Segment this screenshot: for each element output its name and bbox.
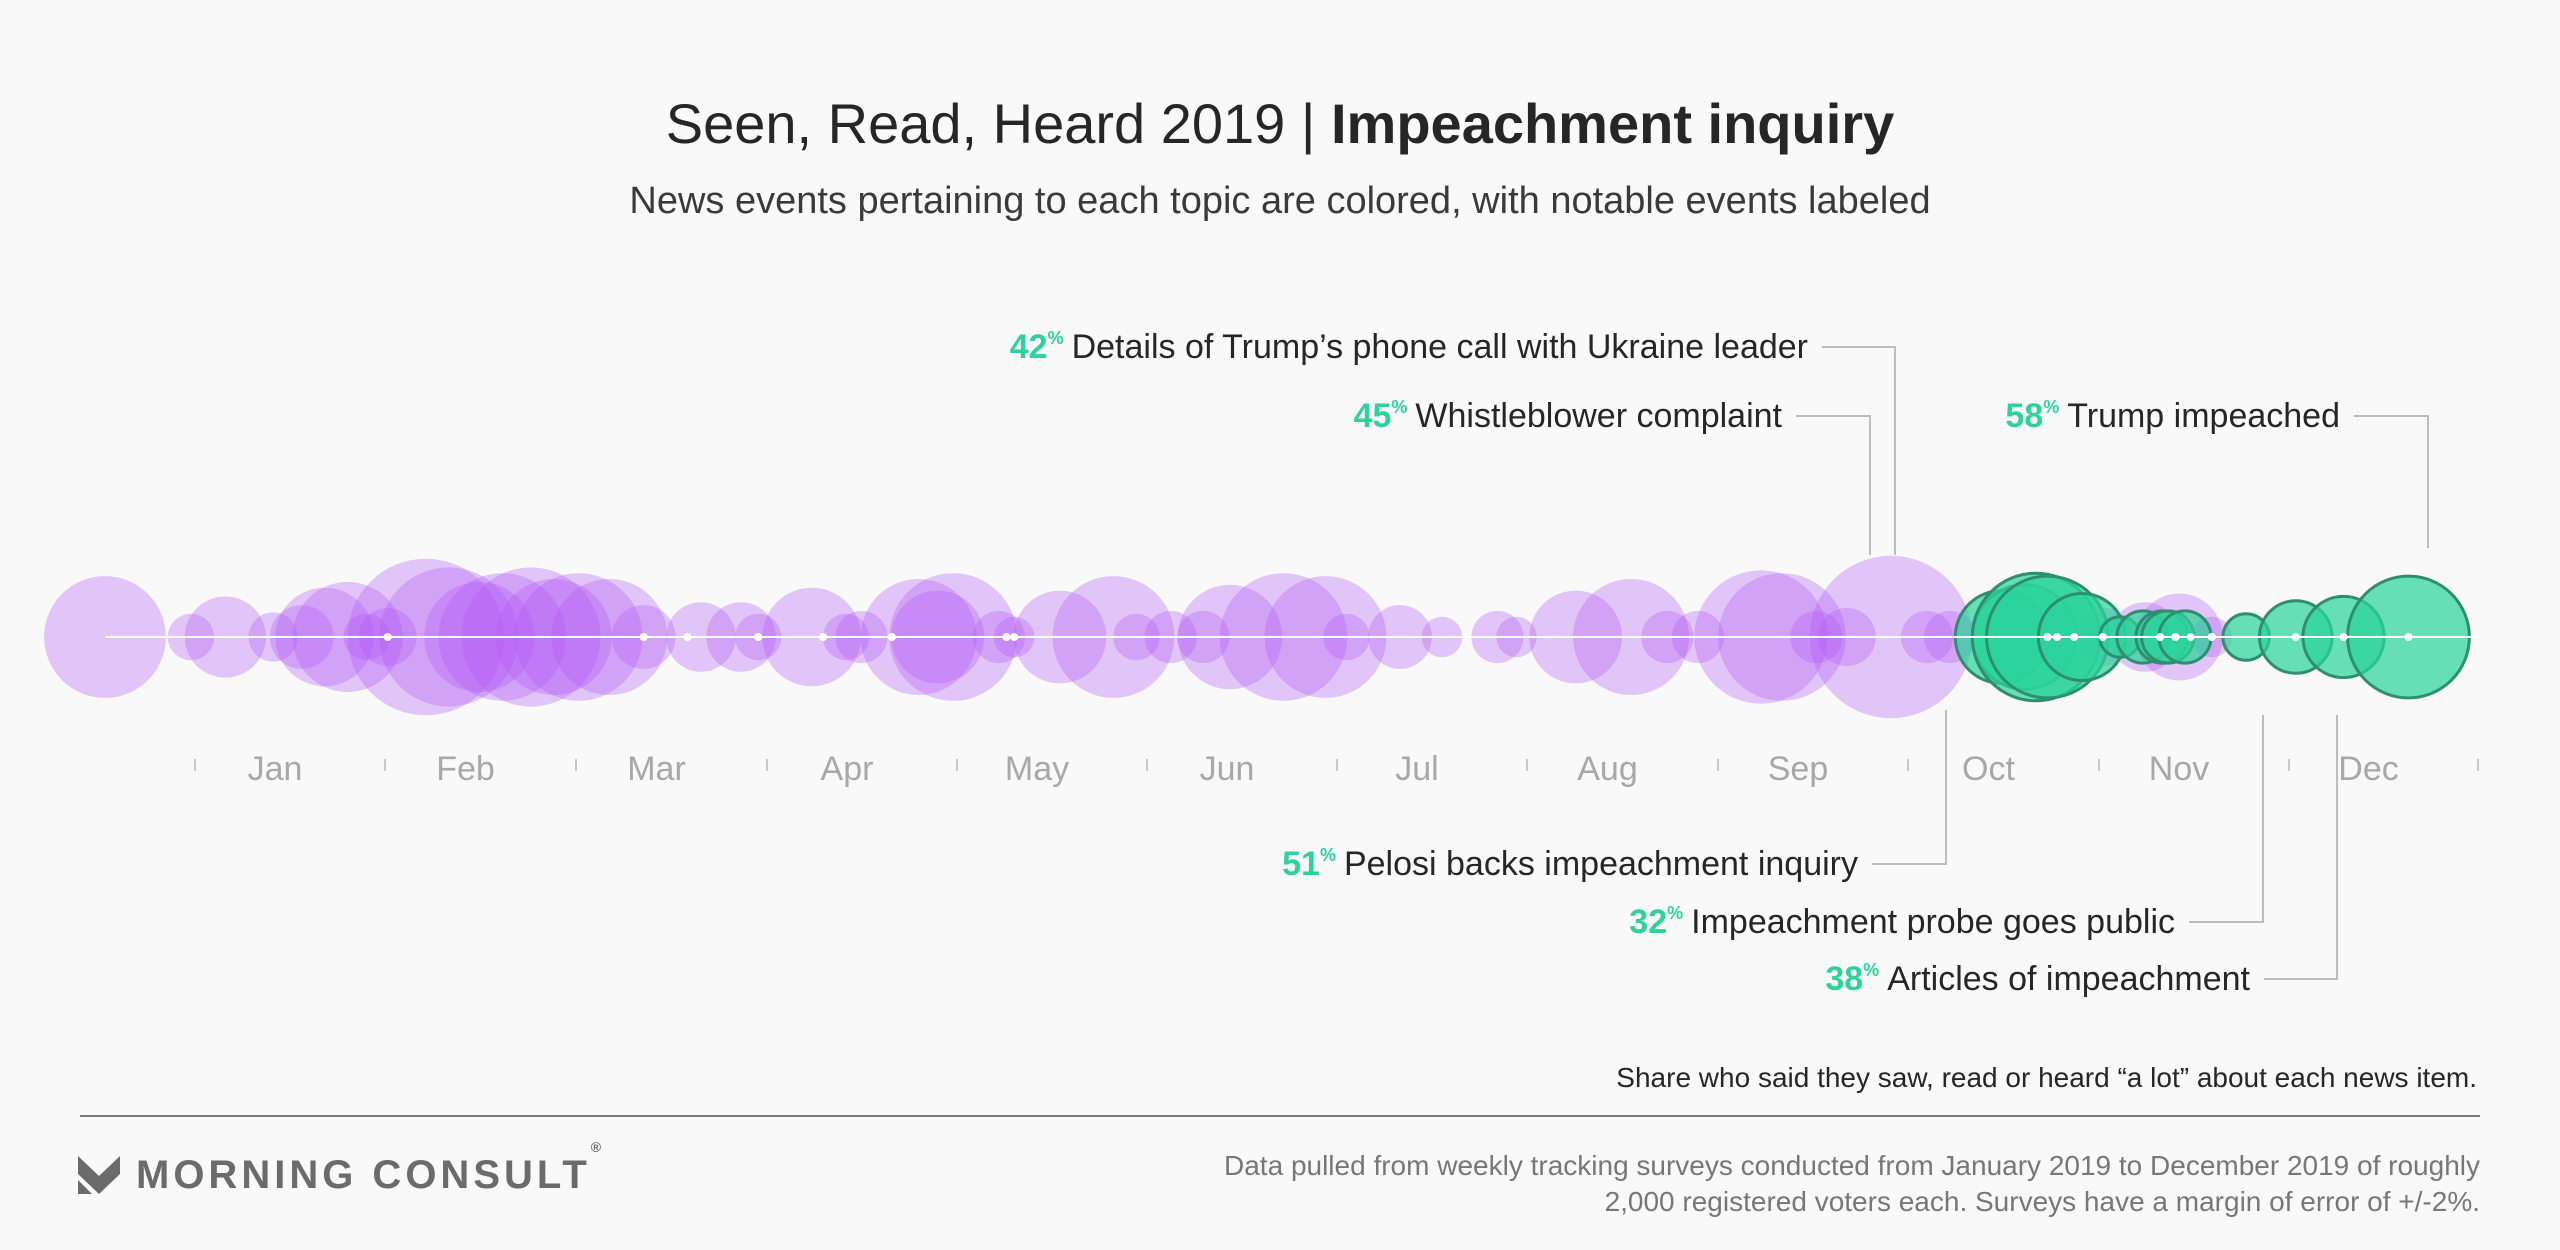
month-label: Feb xyxy=(436,750,495,788)
event-dot xyxy=(2053,633,2062,641)
annotation-pct: 45 xyxy=(1354,397,1392,435)
annotation-pct-sign: % xyxy=(1667,903,1683,923)
month-label: Jan xyxy=(248,750,303,788)
annotation-pct: 32 xyxy=(1629,903,1667,941)
event-annotation: 38% Articles of impeachment xyxy=(1825,715,2338,998)
event-annotation: 42% Details of Trump’s phone call with Uk… xyxy=(1010,328,1896,555)
annotation-pct-sign: % xyxy=(1048,328,1064,348)
event-dot xyxy=(887,633,896,641)
month-label: Aug xyxy=(1577,750,1638,788)
month-label: Mar xyxy=(627,750,686,788)
month-label: Oct xyxy=(1962,750,2015,788)
event-dot xyxy=(2171,633,2180,641)
logo-registered-mark: ® xyxy=(590,1139,606,1155)
event-dot xyxy=(2070,633,2079,641)
annotation-label: Trump impeached xyxy=(2067,397,2340,435)
annotation-label: Articles of impeachment xyxy=(1887,960,2250,998)
annotation-label: Impeachment probe goes public xyxy=(1691,903,2175,941)
event-dot xyxy=(639,633,648,641)
event-dot xyxy=(2186,633,2195,641)
annotation-leader-line xyxy=(1796,415,1871,555)
annotation-layer: 42% Details of Trump’s phone call with Uk… xyxy=(1010,328,2429,998)
annotation-leader-line xyxy=(2354,415,2429,548)
chart-title-regular: Seen, Read, Heard 2019 | xyxy=(665,92,1331,155)
annotation-label: Whistleblower complaint xyxy=(1415,397,1782,435)
footer-divider xyxy=(80,1115,2480,1117)
event-dot xyxy=(2404,633,2413,641)
chart-title-topic: Impeachment inquiry xyxy=(1330,92,1895,155)
event-dot xyxy=(2339,633,2348,641)
logo-text: MORNING CONSULT® xyxy=(136,1139,605,1198)
month-label: Nov xyxy=(2149,750,2209,788)
annotation-pct-sign: % xyxy=(2043,397,2059,417)
morning-consult-logo-icon xyxy=(78,1155,120,1194)
annotation-pct-sign: % xyxy=(1391,397,1407,417)
annotation-leader-line xyxy=(2189,715,2264,923)
month-label: Dec xyxy=(2338,750,2398,788)
annotation-leader-line xyxy=(2264,715,2338,980)
annotation-pct: 38 xyxy=(1825,960,1863,998)
morning-consult-logo: MORNING CONSULT® xyxy=(78,1139,605,1198)
annotation-text: 58% Trump impeached xyxy=(2005,397,2340,435)
event-annotation: 32% Impeachment probe goes public xyxy=(1629,715,2264,941)
event-annotation: 51% Pelosi backs impeachment inquiry xyxy=(1282,710,1947,883)
month-label: Sep xyxy=(1768,750,1829,788)
annotation-text: 42% Details of Trump’s phone call with Uk… xyxy=(1010,328,1808,366)
month-label: Jun xyxy=(1200,750,1255,788)
event-dot xyxy=(2043,633,2052,641)
event-dot xyxy=(754,633,763,641)
annotation-label: Pelosi backs impeachment inquiry xyxy=(1344,845,1858,883)
annotation-text: 32% Impeachment probe goes public xyxy=(1629,903,2175,941)
size-legend-note: Share who said they saw, read or heard “… xyxy=(1616,1062,2477,1093)
event-annotation: 45% Whistleblower complaint xyxy=(1354,397,1871,555)
annotation-pct: 42 xyxy=(1010,328,1048,366)
source-note: Data pulled from weekly tracking surveys… xyxy=(1224,1150,2480,1218)
chart-title: Seen, Read, Heard 2019 | Impeachment inq… xyxy=(0,92,2560,156)
event-dot xyxy=(2291,633,2300,641)
event-dot xyxy=(2156,633,2165,641)
month-label: Apr xyxy=(821,750,874,788)
event-dot xyxy=(819,633,828,641)
logo-wordmark: MORNING CONSULT xyxy=(136,1153,591,1197)
annotation-pct: 58 xyxy=(2005,397,2043,435)
baseline-layer xyxy=(105,633,2478,641)
month-label: Jul xyxy=(1395,750,1438,788)
annotation-text: 38% Articles of impeachment xyxy=(1825,960,2250,998)
event-dot xyxy=(1002,633,1011,641)
annotation-pct-sign: % xyxy=(1320,845,1336,865)
event-dot xyxy=(2098,633,2107,641)
month-label: May xyxy=(1005,750,1069,788)
event-dot xyxy=(683,633,692,641)
annotation-pct: 51 xyxy=(1282,845,1320,883)
annotation-leader-line xyxy=(1822,346,1896,555)
annotation-label: Details of Trump’s phone call with Ukrai… xyxy=(1072,328,1808,366)
chart-subtitle: News events pertaining to each topic are… xyxy=(629,180,1931,222)
event-annotation: 58% Trump impeached xyxy=(2005,397,2429,548)
annotation-text: 51% Pelosi backs impeachment inquiry xyxy=(1282,845,1858,883)
event-dot xyxy=(1010,633,1019,641)
month-axis: Jan Feb Mar Apr May Jun Jul Aug Sep Oct Nov Dec xyxy=(194,750,2479,788)
event-dot xyxy=(383,633,392,641)
annotation-pct-sign: % xyxy=(1863,960,1879,980)
annotation-text: 45% Whistleblower complaint xyxy=(1354,397,1783,435)
annotation-leader-line xyxy=(1872,710,1947,865)
event-dot xyxy=(2207,633,2216,641)
